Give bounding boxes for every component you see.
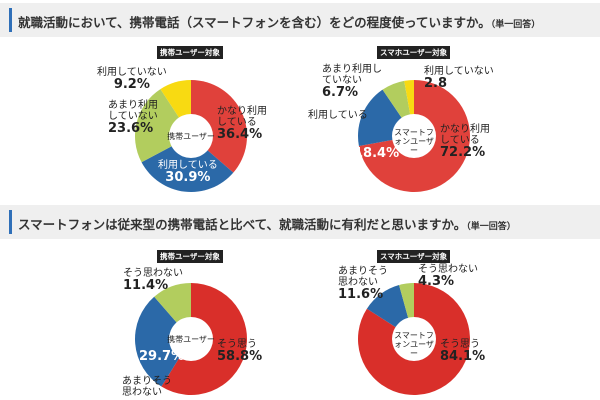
- donut-hole: [392, 317, 436, 361]
- section-title: スマートフォンは従来型の携帯電話と比べて、就職活動に有利だと思いますか。（単一回…: [18, 217, 516, 232]
- donut-chart-3: [135, 283, 247, 395]
- donut-chart-4: [358, 283, 470, 395]
- section-title: 就職活動において、携帯電話（スマートフォンを含む）をどの程度使っていますか。（単…: [18, 15, 541, 30]
- chart-badge: スマホユーザー対象: [377, 46, 451, 59]
- slice-label: かなり利用している 36.4%: [217, 106, 267, 142]
- chart-badge: スマホユーザー対象: [377, 250, 451, 263]
- pie-slice: [141, 136, 234, 192]
- center-label: スマートフォンユーザー: [394, 331, 434, 358]
- accent-bar: [9, 210, 12, 234]
- slice-value: 18.4%: [354, 146, 400, 161]
- slice-value: 29.7%: [139, 349, 185, 364]
- center-label: 携帯ユーザー: [167, 132, 215, 141]
- slice-label: あまりそう思わない 11.6%: [338, 266, 388, 302]
- slice-label: あまり利用していない 23.6%: [108, 100, 158, 136]
- center-label: 携帯ユーザー: [167, 335, 215, 344]
- slice-label: 利用している 30.9%: [158, 160, 218, 185]
- center-label: スマートフォンユーザー: [394, 128, 434, 155]
- accent-bar: [9, 8, 12, 32]
- donut-chart-2: [358, 80, 470, 192]
- slice-label: あまりそう思わない: [122, 376, 172, 398]
- donut-hole: [169, 114, 213, 158]
- chart-badge: 携帯ユーザー対象: [157, 250, 223, 263]
- donut-hole: [392, 114, 436, 158]
- pie-slice: [191, 80, 248, 173]
- slice-label: かなり利用している 72.2%: [440, 124, 490, 160]
- section-header-2: スマートフォンは従来型の携帯電話と比べて、就職活動に有利だと思いますか。（単一回…: [0, 205, 600, 239]
- slice-label: 利用していない 9.2%: [97, 67, 167, 92]
- section-header-1: 就職活動において、携帯電話（スマートフォンを含む）をどの程度使っていますか。（単…: [0, 3, 600, 37]
- slice-label: そう思わない 4.3%: [418, 264, 478, 289]
- pie-slice: [134, 89, 191, 163]
- pie-slice: [135, 296, 191, 387]
- donut-chart-1: [134, 80, 248, 192]
- chart-badge: 携帯ユーザー対象: [157, 46, 223, 59]
- slice-label: あまり利用していない 6.7%: [322, 64, 382, 100]
- slice-label: そう思わない 11.4%: [123, 268, 183, 293]
- slice-label: そう思う 84.1%: [440, 339, 486, 364]
- slice-label: そう思う 58.8%: [217, 339, 263, 364]
- donut-hole: [169, 317, 213, 361]
- slice-label: 利用していない 2.8: [424, 66, 494, 91]
- slice-label: 利用している: [308, 110, 368, 121]
